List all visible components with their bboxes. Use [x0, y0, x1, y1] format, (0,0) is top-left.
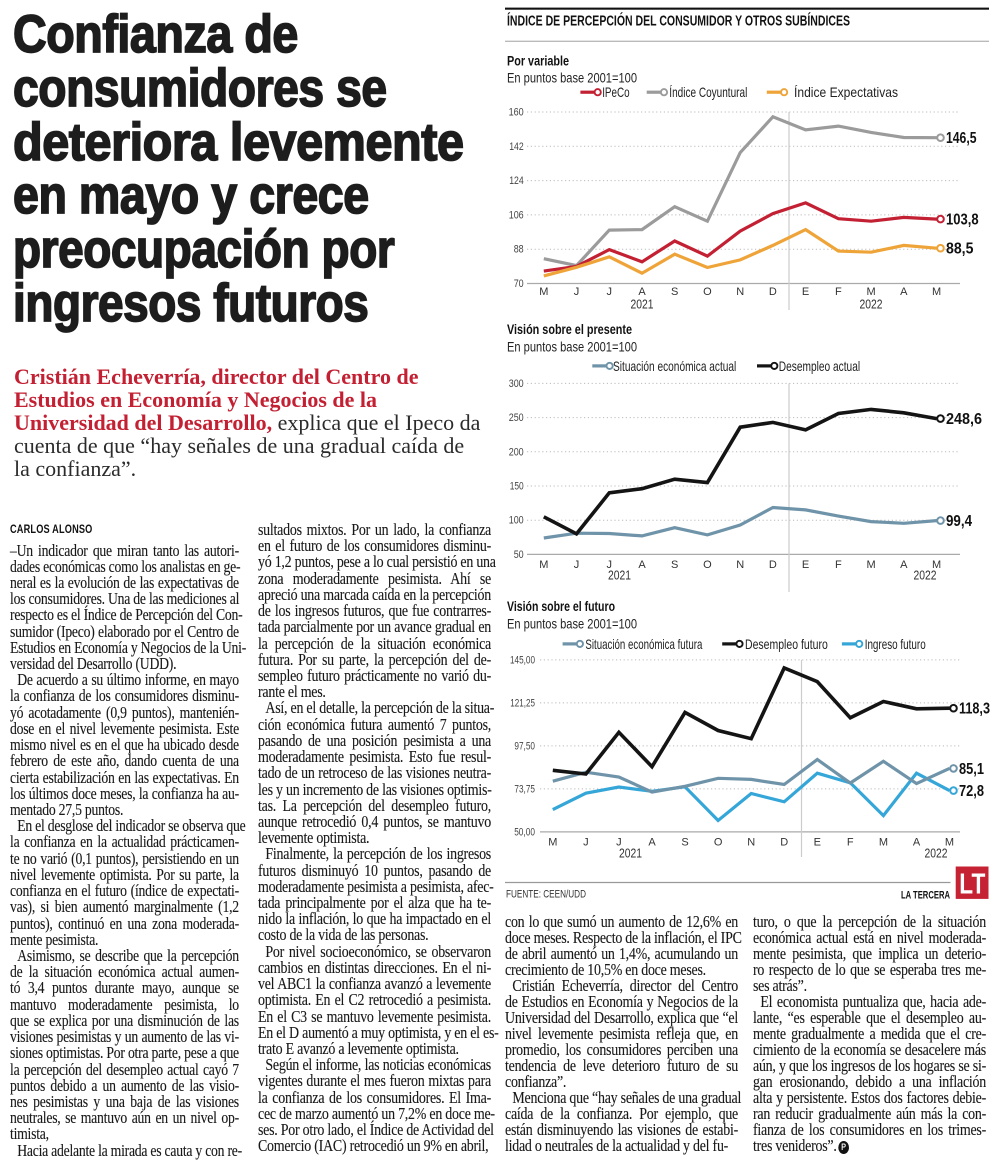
svg-text:J: J — [574, 559, 580, 571]
svg-text:160: 160 — [509, 107, 524, 119]
svg-text:A: A — [900, 286, 908, 298]
svg-text:88: 88 — [514, 244, 524, 256]
svg-text:D: D — [780, 836, 788, 848]
svg-text:J: J — [607, 286, 613, 298]
svg-text:72,8: 72,8 — [959, 783, 984, 800]
svg-text:103,8: 103,8 — [946, 212, 979, 229]
svg-text:Ingreso futuro: Ingreso futuro — [865, 636, 926, 652]
svg-text:Situación económica actual: Situación económica actual — [613, 358, 736, 374]
svg-text:Por variable: Por variable — [507, 54, 569, 69]
svg-text:M: M — [879, 836, 888, 848]
svg-text:O: O — [703, 559, 712, 571]
svg-text:M: M — [945, 836, 954, 848]
svg-text:50,00: 50,00 — [514, 826, 535, 838]
svg-text:M: M — [867, 559, 876, 571]
svg-text:Índice Coyuntural: Índice Coyuntural — [669, 84, 747, 100]
svg-text:S: S — [671, 286, 678, 298]
svg-text:E: E — [802, 559, 809, 571]
svg-text:300: 300 — [509, 378, 524, 390]
svg-text:2022: 2022 — [925, 847, 948, 861]
svg-text:146,5: 146,5 — [946, 130, 977, 147]
svg-text:2022: 2022 — [860, 298, 883, 312]
svg-text:M: M — [548, 836, 557, 848]
svg-text:En puntos base 2001=100: En puntos base 2001=100 — [507, 339, 637, 355]
svg-text:88,5: 88,5 — [946, 241, 974, 258]
svg-text:85,1: 85,1 — [959, 761, 984, 778]
svg-text:D: D — [769, 286, 777, 298]
svg-text:M: M — [539, 559, 548, 571]
svg-text:Visión sobre el presente: Visión sobre el presente — [507, 321, 632, 337]
svg-text:121,25: 121,25 — [510, 697, 535, 709]
svg-text:Desempleo futuro: Desempleo futuro — [745, 636, 828, 652]
svg-text:106: 106 — [509, 209, 524, 221]
svg-text:145,00: 145,00 — [510, 654, 535, 666]
svg-text:FUENTE: CEEN/UDD: FUENTE: CEEN/UDD — [506, 889, 586, 901]
svg-text:M: M — [539, 286, 548, 298]
svg-text:97,50: 97,50 — [514, 740, 535, 752]
svg-text:En puntos base 2001=100: En puntos base 2001=100 — [507, 70, 637, 86]
svg-text:73,75: 73,75 — [514, 783, 535, 795]
svg-text:A: A — [638, 286, 646, 298]
svg-text:E: E — [802, 286, 809, 298]
svg-text:LT: LT — [959, 869, 985, 901]
svg-text:N: N — [736, 559, 744, 571]
svg-text:F: F — [835, 286, 842, 298]
svg-text:En puntos base 2001=100: En puntos base 2001=100 — [507, 616, 637, 632]
svg-text:142: 142 — [509, 141, 524, 153]
svg-text:248,6: 248,6 — [946, 411, 982, 428]
svg-text:IPeCo: IPeCo — [602, 84, 630, 100]
svg-text:N: N — [747, 836, 755, 848]
svg-text:70: 70 — [514, 278, 524, 290]
svg-text:M: M — [867, 286, 876, 298]
svg-text:2021: 2021 — [608, 569, 631, 583]
svg-text:F: F — [835, 559, 842, 571]
svg-text:150: 150 — [510, 481, 524, 493]
svg-text:200: 200 — [509, 446, 524, 458]
svg-text:Situación económica futura: Situación económica futura — [585, 636, 702, 652]
svg-text:A: A — [648, 836, 656, 848]
svg-text:J: J — [616, 836, 622, 848]
svg-text:D: D — [769, 559, 777, 571]
svg-text:Índice Expectativas: Índice Expectativas — [794, 84, 898, 100]
svg-text:S: S — [681, 836, 688, 848]
svg-text:N: N — [736, 286, 744, 298]
svg-text:100: 100 — [509, 515, 524, 527]
svg-text:LA TERCERA: LA TERCERA — [901, 890, 950, 902]
svg-text:250: 250 — [509, 412, 524, 424]
svg-text:2022: 2022 — [914, 569, 937, 583]
svg-text:A: A — [638, 559, 646, 571]
svg-text:Desempleo actual: Desempleo actual — [779, 358, 860, 374]
svg-text:99,4: 99,4 — [946, 513, 972, 530]
svg-text:50: 50 — [514, 549, 524, 561]
svg-text:M: M — [932, 286, 941, 298]
svg-text:O: O — [714, 836, 723, 848]
svg-text:J: J — [583, 836, 589, 848]
svg-text:2021: 2021 — [619, 847, 642, 861]
svg-text:118,3: 118,3 — [959, 701, 990, 718]
svg-text:J: J — [574, 286, 580, 298]
svg-text:M: M — [932, 559, 941, 571]
svg-text:J: J — [607, 559, 613, 571]
svg-text:E: E — [814, 836, 821, 848]
svg-text:2021: 2021 — [631, 298, 654, 312]
svg-text:S: S — [671, 559, 678, 571]
svg-text:A: A — [913, 836, 921, 848]
svg-text:O: O — [703, 286, 712, 298]
svg-text:F: F — [847, 836, 854, 848]
svg-text:Visión sobre el futuro: Visión sobre el futuro — [507, 598, 615, 614]
svg-text:ÍNDICE DE PERCEPCIÓN DEL CONSU: ÍNDICE DE PERCEPCIÓN DEL CONSUMIDOR Y OT… — [507, 12, 850, 30]
svg-text:124: 124 — [509, 175, 524, 187]
svg-text:A: A — [900, 559, 908, 571]
